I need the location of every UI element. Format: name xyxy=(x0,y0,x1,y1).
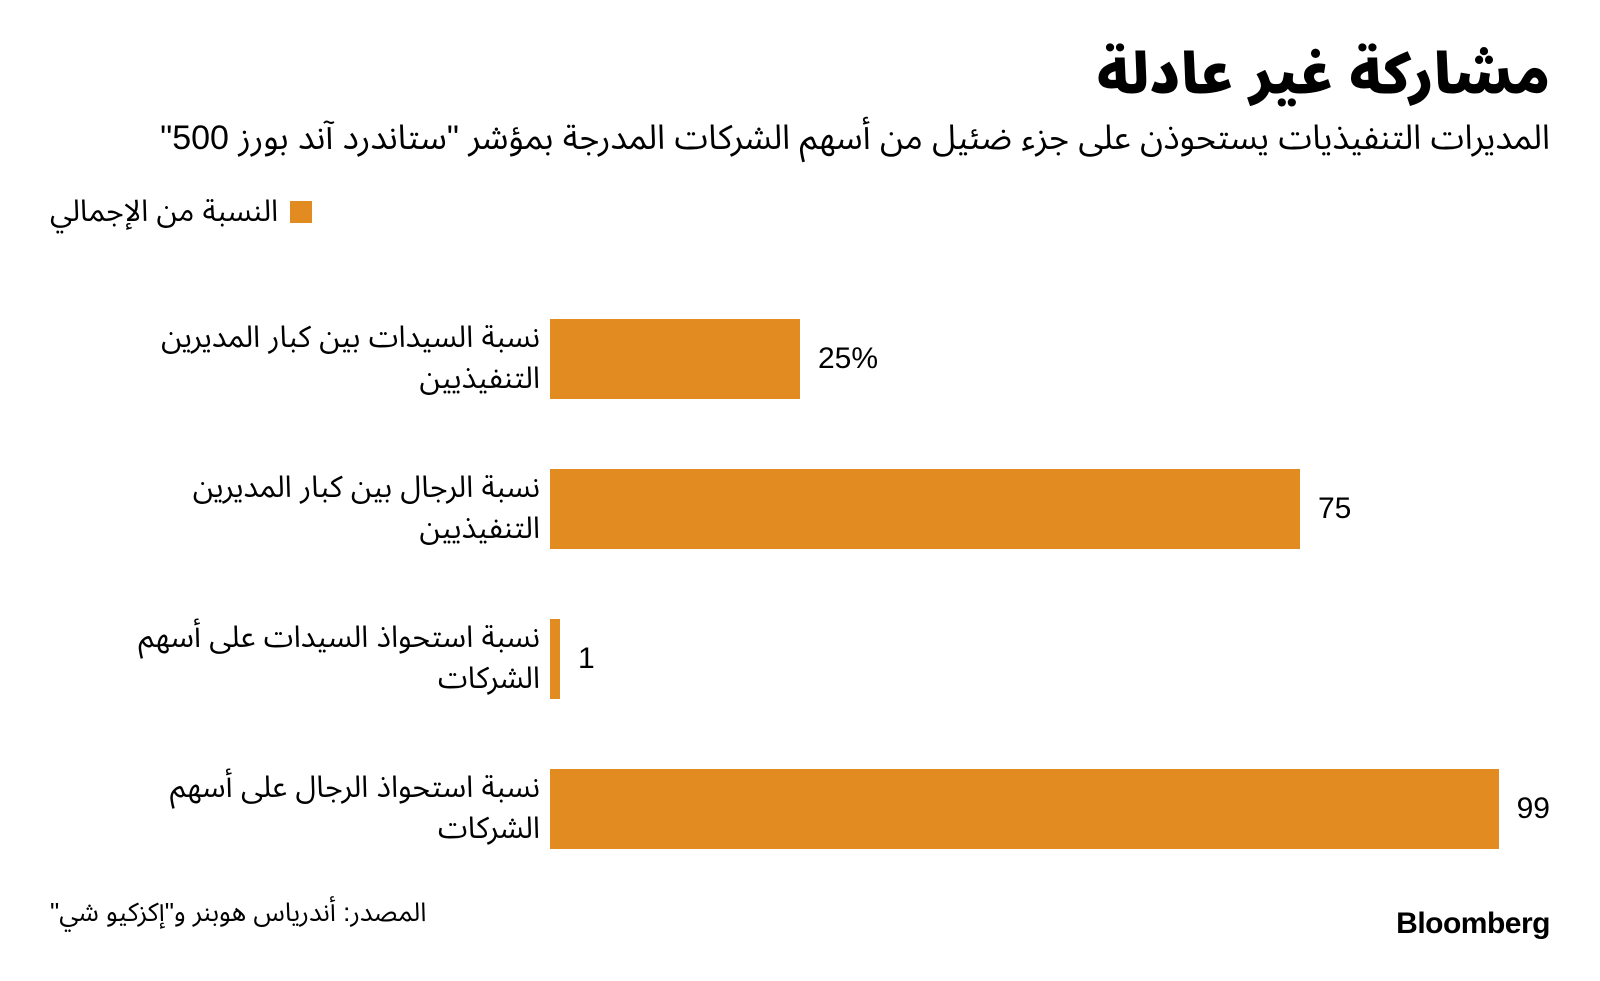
category-label: نسبة الرجال بين كبار المديرين التنفيذيين xyxy=(50,468,550,549)
bar-track: 99 xyxy=(550,734,1550,884)
legend-swatch xyxy=(290,201,312,223)
bar xyxy=(550,319,800,399)
bar xyxy=(550,769,1499,849)
bar xyxy=(550,619,560,699)
category-label: نسبة استحواذ السيدات على أسهم الشركات xyxy=(50,618,550,699)
bar-track: 1 xyxy=(550,584,1550,734)
chart-frame: مشاركة غير عادلة المديرات التنفيذيات يست… xyxy=(0,0,1600,981)
bar xyxy=(550,469,1300,549)
footer: Bloomberg المصدر: أندرياس هوبنر و"إكزكيو… xyxy=(50,886,1550,941)
bar-row: نسبة السيدات بين كبار المديرين التنفيذيي… xyxy=(50,284,1550,434)
source-text: المصدر: أندرياس هوبنر و"إكزكيو شي" xyxy=(50,886,426,941)
category-label: نسبة استحواذ الرجال على أسهم الشركات xyxy=(50,768,550,849)
bar-track: 25% xyxy=(550,284,1550,434)
legend: النسبة من الإجمالي xyxy=(50,181,1550,244)
value-label: 75 xyxy=(1318,492,1351,526)
legend-label: النسبة من الإجمالي xyxy=(50,181,278,244)
brand-logo: Bloomberg xyxy=(1396,907,1550,941)
value-label: 99 xyxy=(1517,792,1550,826)
bar-chart: نسبة السيدات بين كبار المديرين التنفيذيي… xyxy=(50,284,1550,884)
bar-row: نسبة استحواذ الرجال على أسهم الشركات 99 xyxy=(50,734,1550,884)
chart-subtitle: المديرات التنفيذيات يستحوذن على جزء ضئيل… xyxy=(50,115,1550,163)
bar-row: نسبة الرجال بين كبار المديرين التنفيذيين… xyxy=(50,434,1550,584)
bar-track: 75 xyxy=(550,434,1550,584)
chart-title: مشاركة غير عادلة xyxy=(50,40,1550,107)
value-label: 1 xyxy=(578,642,595,676)
category-label: نسبة السيدات بين كبار المديرين التنفيذيي… xyxy=(50,318,550,399)
value-label: 25% xyxy=(818,342,878,376)
bar-row: نسبة استحواذ السيدات على أسهم الشركات 1 xyxy=(50,584,1550,734)
